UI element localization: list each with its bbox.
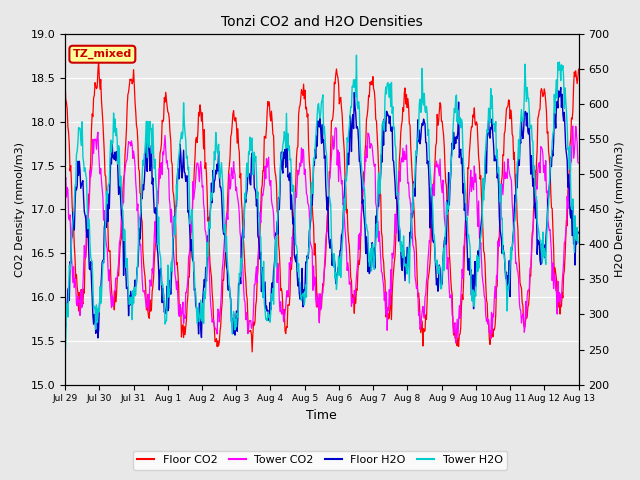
Floor CO2 (385, 315, 393, 321)
Tower H2O (353, 52, 360, 58)
Floor CO2 (95, 58, 102, 63)
Tower H2O (575, 240, 582, 245)
Floor H2O (61, 314, 69, 320)
Tower CO2 (203, 235, 211, 241)
Floor CO2 (124, 92, 132, 97)
Tower CO2 (452, 340, 460, 346)
Floor H2O (400, 248, 408, 254)
Y-axis label: CO2 Density (mmol/m3): CO2 Density (mmol/m3) (15, 142, 25, 277)
Floor H2O (70, 227, 78, 233)
Floor CO2 (248, 349, 256, 355)
Floor CO2 (401, 90, 408, 96)
Floor CO2 (176, 307, 184, 313)
Floor H2O (124, 286, 132, 292)
Floor CO2 (204, 191, 211, 196)
Tower H2O (385, 84, 392, 90)
Line: Floor CO2: Floor CO2 (65, 60, 579, 352)
Tower CO2 (124, 156, 131, 162)
Floor CO2 (61, 76, 69, 82)
Tower H2O (61, 356, 69, 362)
Tower H2O (124, 256, 131, 262)
Tower CO2 (399, 145, 407, 151)
Line: Floor H2O: Floor H2O (65, 87, 579, 338)
Title: Tonzi CO2 and H2O Densities: Tonzi CO2 and H2O Densities (221, 15, 422, 29)
Legend: Floor CO2, Tower CO2, Floor H2O, Tower H2O: Floor CO2, Tower CO2, Floor H2O, Tower H… (133, 451, 507, 469)
Text: TZ_mixed: TZ_mixed (73, 49, 132, 60)
Tower CO2 (175, 313, 183, 319)
Tower H2O (203, 267, 211, 273)
Tower H2O (400, 233, 408, 239)
Tower CO2 (384, 305, 392, 311)
Floor H2O (385, 112, 392, 118)
Floor CO2 (575, 66, 582, 72)
Floor H2O (575, 230, 582, 236)
Floor CO2 (70, 243, 78, 249)
Floor H2O (94, 335, 102, 341)
Tower H2O (175, 149, 183, 155)
X-axis label: Time: Time (307, 409, 337, 422)
Floor H2O (557, 84, 564, 90)
Floor H2O (204, 251, 211, 256)
Floor H2O (176, 142, 184, 147)
Y-axis label: H2O Density (mmol/m3): H2O Density (mmol/m3) (615, 142, 625, 277)
Tower CO2 (569, 123, 577, 129)
Line: Tower H2O: Tower H2O (65, 55, 579, 359)
Tower H2O (70, 200, 78, 206)
Tower CO2 (575, 160, 582, 166)
Tower CO2 (70, 285, 78, 290)
Line: Tower CO2: Tower CO2 (65, 126, 579, 343)
Tower CO2 (61, 180, 69, 186)
